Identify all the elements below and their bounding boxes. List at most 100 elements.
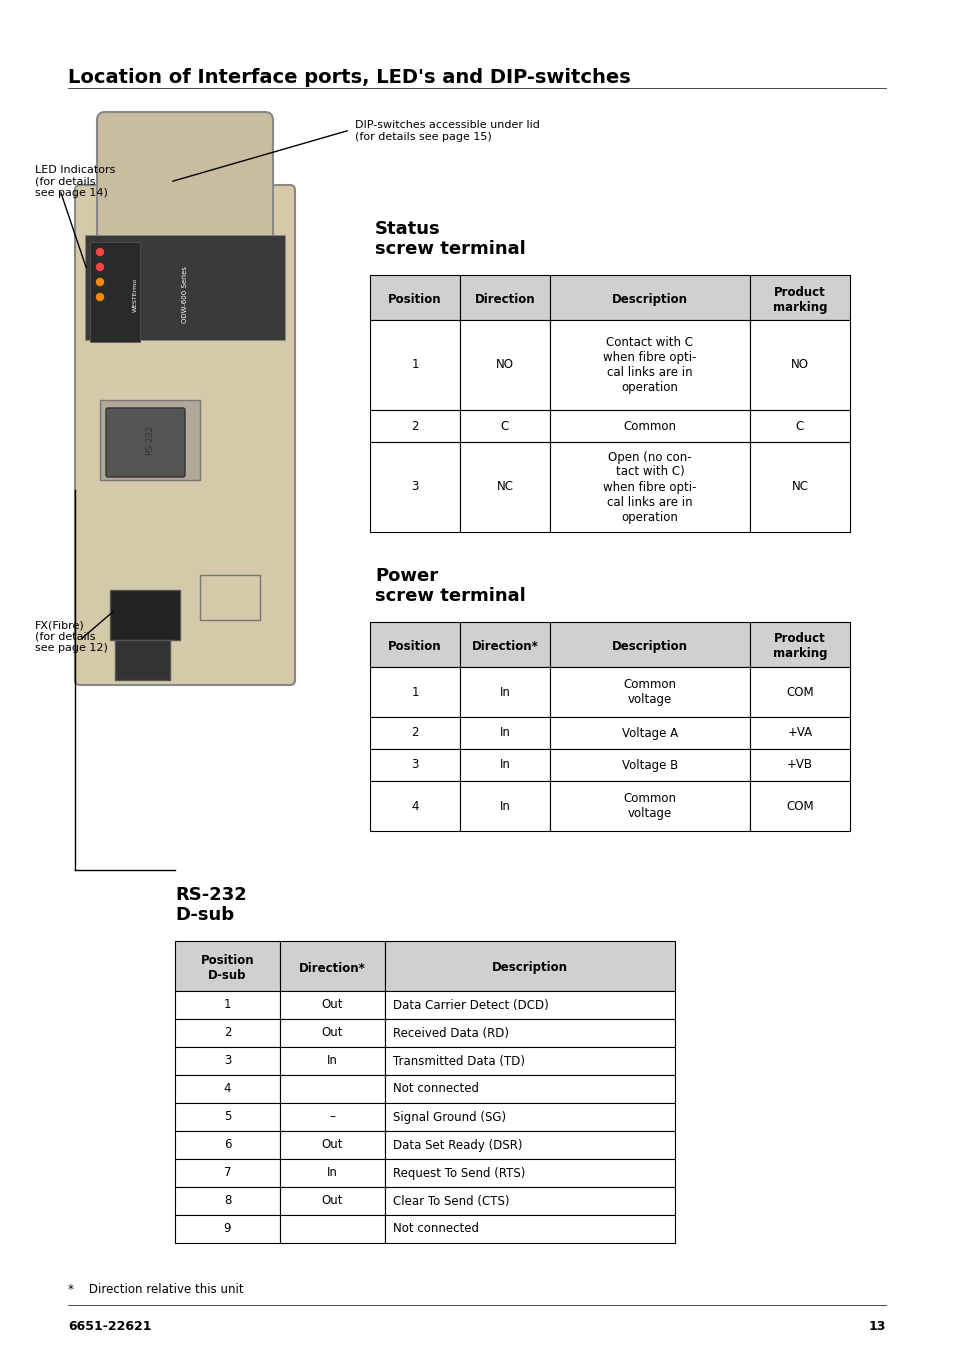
Bar [174, 1075, 280, 1104]
Text: 3: 3 [411, 481, 418, 493]
Text: NC: NC [496, 481, 513, 493]
Text: 13: 13 [868, 1320, 885, 1332]
Bar [90, 242, 140, 343]
Bar [459, 441, 550, 532]
Bar [459, 749, 550, 781]
Bar [370, 781, 459, 831]
Bar [550, 718, 749, 749]
Bar [749, 275, 849, 320]
Bar [100, 399, 200, 481]
Bar [385, 1020, 675, 1047]
Bar [174, 1187, 280, 1215]
Bar [85, 236, 285, 340]
Text: In: In [327, 1055, 337, 1067]
Text: RS-232: RS-232 [146, 425, 154, 455]
Text: Direction*: Direction* [471, 640, 537, 653]
Text: Voltage B: Voltage B [621, 758, 678, 772]
Bar [459, 320, 550, 410]
Text: screw terminal: screw terminal [375, 240, 525, 259]
Bar [749, 410, 849, 441]
Text: 8: 8 [224, 1194, 231, 1208]
Text: Power: Power [375, 567, 437, 585]
FancyBboxPatch shape [106, 408, 185, 477]
Bar [385, 1159, 675, 1187]
Bar [280, 1020, 385, 1047]
Text: Location of Interface ports, LED's and DIP-switches: Location of Interface ports, LED's and D… [68, 68, 630, 87]
Bar [459, 275, 550, 320]
Text: Received Data (RD): Received Data (RD) [393, 1026, 509, 1040]
Text: LED Indicators
(for details
see page 14): LED Indicators (for details see page 14) [35, 165, 115, 198]
Bar [550, 275, 749, 320]
Bar [385, 1131, 675, 1159]
Bar [280, 1047, 385, 1075]
Bar [174, 1020, 280, 1047]
Text: Data Set Ready (DSR): Data Set Ready (DSR) [393, 1139, 522, 1151]
Bar [385, 1104, 675, 1131]
Text: Signal Ground (SG): Signal Ground (SG) [393, 1110, 506, 1124]
Bar [385, 991, 675, 1020]
Bar [280, 941, 385, 991]
Bar [280, 991, 385, 1020]
Bar [550, 781, 749, 831]
Bar [749, 320, 849, 410]
Bar [370, 441, 459, 532]
Text: 7: 7 [224, 1167, 231, 1179]
Circle shape [96, 294, 103, 301]
Bar [385, 1047, 675, 1075]
Bar [749, 718, 849, 749]
Text: C: C [795, 420, 803, 432]
Text: WESTErmo: WESTErmo [132, 278, 137, 311]
Text: Description: Description [612, 292, 687, 306]
Text: Contact with C
when fibre opti-
cal links are in
operation: Contact with C when fibre opti- cal link… [602, 336, 696, 394]
Bar [110, 590, 180, 640]
Text: Request To Send (RTS): Request To Send (RTS) [393, 1167, 525, 1179]
Bar [280, 1215, 385, 1243]
Text: In: In [499, 758, 510, 772]
Text: Not connected: Not connected [393, 1082, 478, 1095]
Text: 2: 2 [411, 420, 418, 432]
Text: ODW-600 Series: ODW-600 Series [182, 267, 188, 324]
Bar [550, 621, 749, 668]
Bar [370, 749, 459, 781]
Text: In: In [499, 685, 510, 699]
Text: 2: 2 [411, 727, 418, 739]
Bar [459, 668, 550, 718]
Text: Open (no con-
tact with C)
when fibre opti-
cal links are in
operation: Open (no con- tact with C) when fibre op… [602, 451, 696, 524]
Bar [385, 941, 675, 991]
Bar [749, 621, 849, 668]
Text: +VB: +VB [786, 758, 812, 772]
Bar [385, 1075, 675, 1104]
Bar [459, 718, 550, 749]
Bar [385, 1215, 675, 1243]
Circle shape [96, 279, 103, 286]
Text: Out: Out [321, 1194, 343, 1208]
Bar [749, 668, 849, 718]
Text: FX(Fibre)
(for details
see page 12): FX(Fibre) (for details see page 12) [35, 620, 108, 653]
Text: 2: 2 [224, 1026, 231, 1040]
Bar [174, 991, 280, 1020]
Bar [280, 1159, 385, 1187]
Bar [174, 941, 280, 991]
Bar [280, 1187, 385, 1215]
Text: –: – [329, 1110, 335, 1124]
Text: Position
D-sub: Position D-sub [200, 955, 254, 982]
Text: 6651-22621: 6651-22621 [68, 1320, 152, 1332]
Bar [174, 1104, 280, 1131]
Bar [550, 749, 749, 781]
FancyBboxPatch shape [97, 112, 273, 248]
Text: COM: COM [785, 799, 813, 812]
Bar [749, 781, 849, 831]
Bar [749, 441, 849, 532]
Text: Description: Description [612, 640, 687, 653]
Text: Out: Out [321, 998, 343, 1011]
Bar [280, 1075, 385, 1104]
Bar [459, 781, 550, 831]
Text: D-sub: D-sub [174, 906, 233, 923]
Text: RS-232: RS-232 [174, 886, 247, 904]
Text: NO: NO [790, 359, 808, 371]
Bar [459, 410, 550, 441]
Circle shape [96, 264, 103, 271]
Text: Product
marking: Product marking [772, 286, 826, 314]
Text: Description: Description [492, 961, 567, 975]
Text: 1: 1 [224, 998, 231, 1011]
